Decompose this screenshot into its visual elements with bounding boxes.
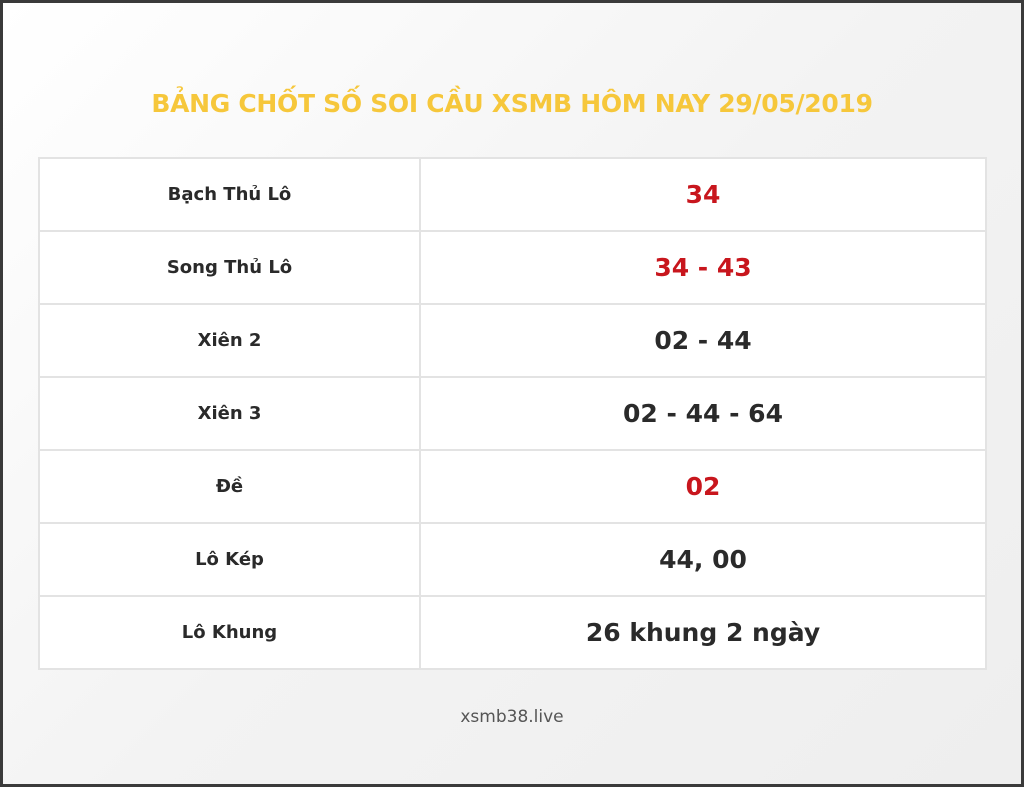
row-label: Song Thủ Lô xyxy=(38,230,421,305)
row-label: Đề xyxy=(38,449,421,524)
row-value: 34 xyxy=(419,157,987,232)
table-row: Đề 02 xyxy=(38,449,987,524)
table-row: Xiên 2 02 - 44 xyxy=(38,303,987,378)
table-row: Bạch Thủ Lô 34 xyxy=(38,157,987,232)
table-row: Lô Khung 26 khung 2 ngày xyxy=(38,595,987,670)
row-label: Lô Kép xyxy=(38,522,421,597)
table-row: Lô Kép 44, 00 xyxy=(38,522,987,597)
row-label: Xiên 3 xyxy=(38,376,421,451)
row-value: 44, 00 xyxy=(419,522,987,597)
row-value: 02 - 44 xyxy=(419,303,987,378)
row-value: 02 - 44 - 64 xyxy=(419,376,987,451)
row-label: Xiên 2 xyxy=(38,303,421,378)
row-label: Lô Khung xyxy=(38,595,421,670)
site-watermark: xsmb38.live xyxy=(460,707,564,727)
prediction-table: Bạch Thủ Lô 34 Song Thủ Lô 34 - 43 Xiên 2 02 … xyxy=(38,157,987,670)
row-value: 26 khung 2 ngày xyxy=(419,595,987,670)
table-row: Xiên 3 02 - 44 - 64 xyxy=(38,376,987,451)
row-value: 02 xyxy=(419,449,987,524)
table-row: Song Thủ Lô 34 - 43 xyxy=(38,230,987,305)
page-title: BẢNG CHỐT SỐ SOI CẦU XSMB HÔM NAY 29/05/… xyxy=(151,89,873,118)
row-label: Bạch Thủ Lô xyxy=(38,157,421,232)
row-value: 34 - 43 xyxy=(419,230,987,305)
